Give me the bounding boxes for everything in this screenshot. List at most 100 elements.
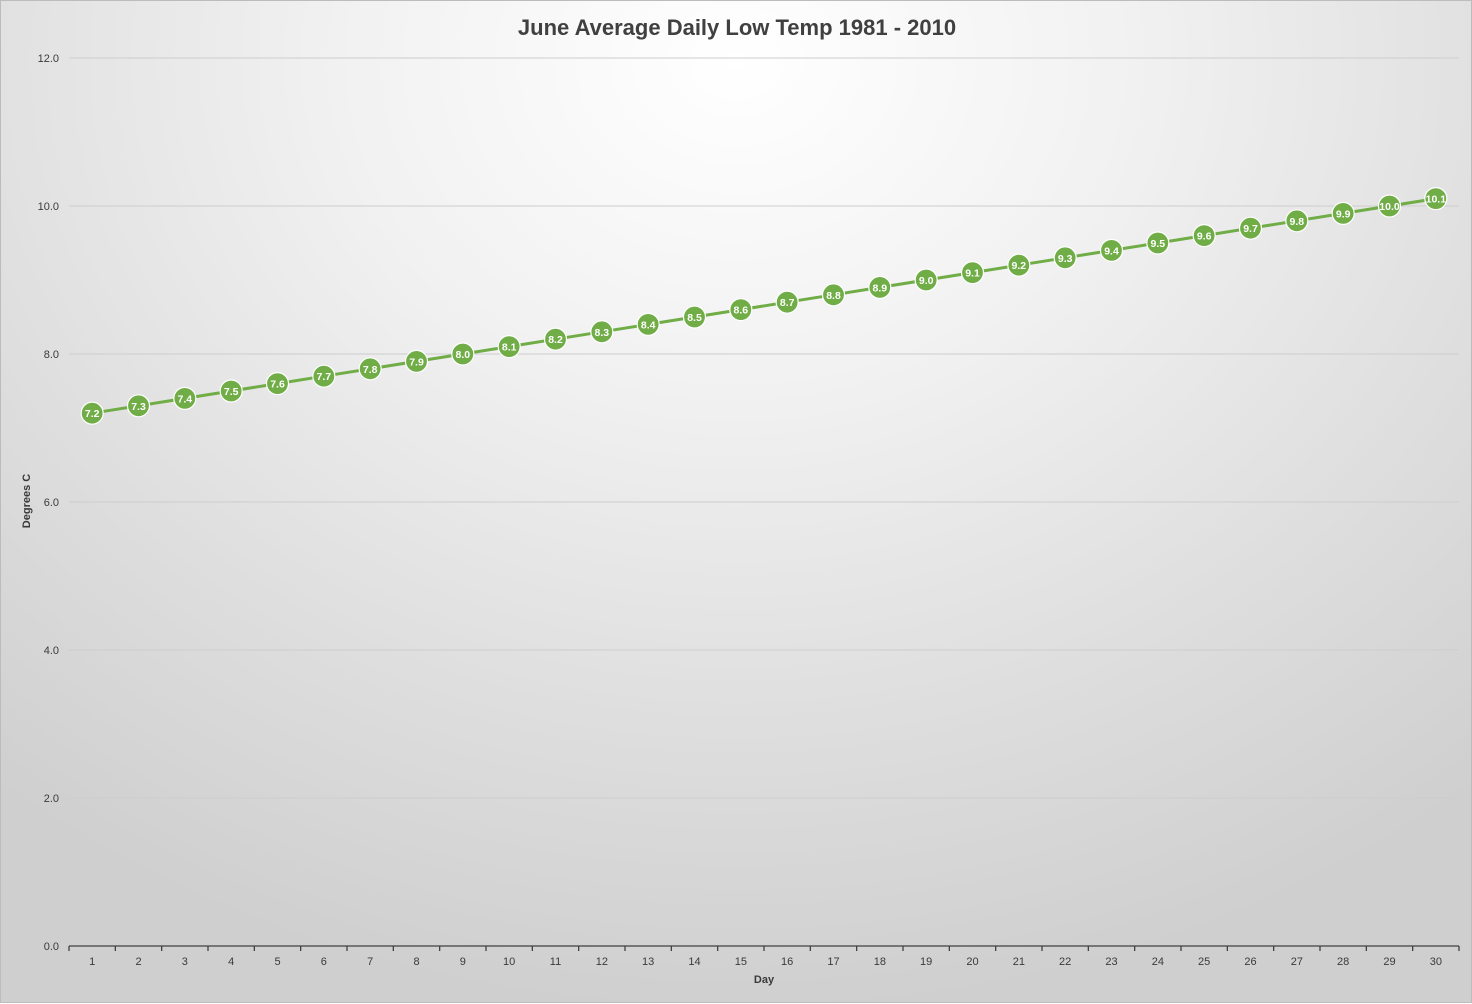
data-point: 7.9 (404, 349, 429, 373)
point-marker (358, 357, 382, 381)
data-point: 8.8 (821, 283, 846, 307)
data-point: 8.4 (636, 312, 660, 336)
y-axis-title: Degrees C (21, 474, 33, 528)
data-label: 9.5 (1151, 238, 1166, 250)
x-tick-label: 9 (460, 956, 466, 968)
series-line-group (91, 197, 1437, 415)
data-label: 10.0 (1379, 201, 1400, 213)
data-point: 10.1 (1424, 187, 1448, 211)
data-label: 7.7 (317, 371, 332, 383)
x-tick-label: 13 (642, 956, 654, 968)
x-tick-label: 10 (503, 956, 515, 968)
data-label: 8.8 (826, 290, 841, 302)
data-point: 8.3 (590, 320, 614, 344)
point-marker (1053, 246, 1077, 270)
point-marker (543, 327, 568, 351)
x-tick-label: 8 (413, 956, 419, 968)
data-label: 9.9 (1336, 208, 1351, 220)
data-point: 7.5 (219, 379, 243, 403)
data-label: 8.9 (873, 282, 888, 294)
data-point: 9.8 (1285, 209, 1309, 233)
data-label: 7.6 (270, 379, 285, 391)
x-tick-label: 18 (874, 956, 886, 968)
data-point: 7.6 (265, 372, 290, 396)
data-point: 8.6 (729, 298, 753, 322)
y-tick-label: 2.0 (44, 793, 59, 805)
y-axis: 0.0 2.0 4.0 6.0 8.0 10.0 12.0 (38, 53, 59, 953)
x-axis-ticks: 1 2 3 4 5 6 7 8 9 10 11 12 13 14 15 16 17 18 19 20 21 22 23 24 2… (89, 956, 1442, 968)
point-marker (497, 335, 521, 359)
point-marker (1238, 216, 1263, 240)
x-tick-label: 20 (966, 956, 978, 968)
data-label: 7.9 (409, 356, 424, 368)
x-tick-label: 6 (321, 956, 327, 968)
y-tick-label: 6.0 (44, 497, 59, 509)
data-label: 7.4 (178, 393, 193, 405)
x-tick-label: 24 (1152, 956, 1164, 968)
data-label: 9.8 (1290, 216, 1305, 228)
x-tick-label: 29 (1383, 956, 1395, 968)
data-label: 7.5 (224, 386, 239, 398)
y-tick-label: 12.0 (38, 53, 59, 65)
data-label: 7.2 (85, 408, 100, 420)
x-axis (68, 945, 1460, 951)
data-point: 7.2 (80, 401, 104, 425)
x-tick-label: 11 (550, 956, 561, 968)
data-point: 10.0 (1377, 194, 1402, 218)
point-marker (404, 349, 429, 373)
y-tick-label: 0.0 (44, 941, 59, 953)
data-point: 7.3 (126, 394, 151, 418)
point-marker (960, 261, 985, 285)
data-point: 8.0 (451, 342, 475, 366)
data-point: 9.1 (960, 261, 985, 285)
point-marker (173, 386, 197, 410)
x-tick-label: 1 (89, 956, 95, 968)
data-points: 7.2 7.3 7.4 7.5 7.6 7.7 7.8 7.9 8.0 8.1 8.2 8.3 8.4 8… (80, 187, 1448, 425)
y-tick-label: 10.0 (38, 201, 59, 213)
point-marker (126, 394, 151, 418)
point-marker (682, 305, 707, 329)
point-marker (312, 364, 336, 388)
data-label: 10.1 (1426, 194, 1447, 206)
chart-title: June Average Daily Low Temp 1981 - 2010 (518, 15, 956, 40)
point-marker (1192, 224, 1216, 248)
x-tick-label: 27 (1291, 956, 1303, 968)
data-label: 8.7 (780, 297, 795, 309)
x-tick-label: 15 (735, 956, 747, 968)
point-marker (451, 342, 475, 366)
x-tick-label: 3 (182, 956, 188, 968)
data-point: 8.5 (682, 305, 707, 329)
data-label: 9.7 (1243, 223, 1258, 235)
data-label: 8.5 (687, 312, 702, 324)
x-tick-label: 30 (1430, 956, 1442, 968)
x-axis-title: Day (754, 974, 775, 986)
data-label: 8.3 (595, 327, 610, 339)
data-label: 7.3 (131, 401, 146, 413)
point-marker (80, 401, 104, 425)
x-tick-label: 14 (688, 956, 700, 968)
data-label: 9.3 (1058, 253, 1073, 265)
point-marker (265, 372, 290, 396)
point-marker (1424, 187, 1448, 211)
point-marker (821, 283, 846, 307)
point-marker (775, 290, 799, 314)
x-tick-label: 2 (135, 956, 141, 968)
data-point: 9.6 (1192, 224, 1216, 248)
x-tick-label: 12 (596, 956, 608, 968)
data-point: 8.9 (868, 275, 892, 299)
data-label: 8.0 (456, 349, 471, 361)
data-label: 9.1 (965, 268, 980, 280)
point-marker (1331, 201, 1355, 225)
y-tick-label: 8.0 (44, 349, 59, 361)
x-tick-label: 25 (1198, 956, 1210, 968)
data-point: 7.4 (173, 386, 197, 410)
data-point: 8.2 (543, 327, 568, 351)
data-point: 9.3 (1053, 246, 1077, 270)
data-label: 7.8 (363, 364, 378, 376)
data-label: 8.6 (734, 305, 749, 317)
x-tick-label: 19 (920, 956, 932, 968)
data-label: 8.1 (502, 342, 517, 354)
data-point: 7.7 (312, 364, 336, 388)
